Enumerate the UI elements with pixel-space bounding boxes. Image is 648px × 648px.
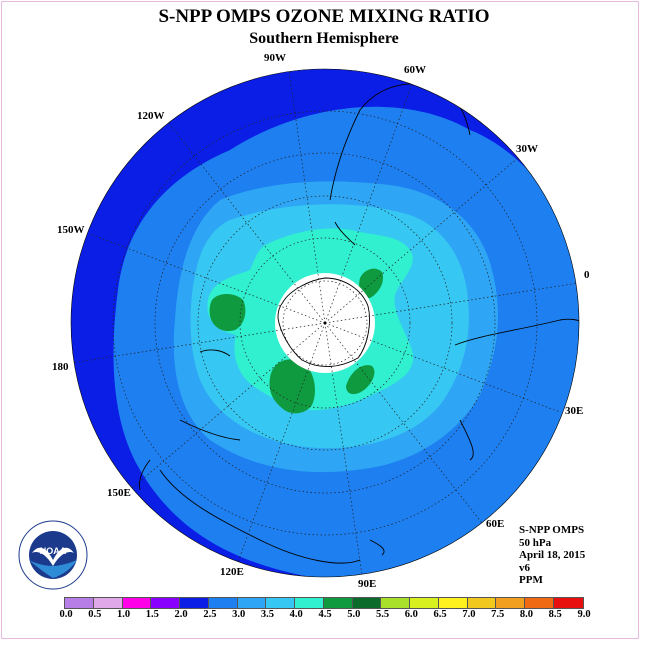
lon-label-0: 0 (584, 269, 590, 281)
colorbar-swatch (410, 598, 439, 608)
lon-label-120e: 120E (220, 566, 244, 578)
ozone-band-4-5-west (209, 294, 246, 332)
colorbar-tick-label: 4.5 (318, 609, 332, 620)
info-level: 50 hPa (519, 536, 552, 549)
ozone-band-4-5-east (346, 365, 375, 395)
colorbar-swatch (352, 598, 382, 608)
ozone-field (71, 69, 579, 577)
plot-frame (1, 1, 639, 639)
colorbar-swatch (381, 598, 411, 608)
colorbar-tick-label: 8.5 (548, 609, 562, 620)
noaa-logo-text: NOAA (40, 546, 67, 556)
colorbar-tick-label: 7.5 (491, 609, 505, 620)
lon-label-180: 180 (52, 361, 69, 373)
colorbar-tick-label: 5.0 (347, 609, 361, 620)
colorbar-swatch (65, 598, 94, 608)
colorbar-swatch (554, 598, 583, 608)
colorbar-swatch (525, 598, 555, 608)
noaa-logo: NOAA (18, 520, 88, 590)
colorbar-swatch (151, 598, 181, 608)
colorbar-swatch (93, 598, 123, 608)
colorbar-tick-label: 6.5 (433, 609, 447, 620)
colorbar-tick-label: 0.0 (59, 609, 73, 620)
colorbar-tick-label: 9.0 (577, 609, 591, 620)
colorbar-tick-label: 3.0 (232, 609, 246, 620)
lon-label-90w: 90W (264, 52, 286, 64)
product-info: S-NPP OMPS 50 hPa April 18, 2015 v6 PPM (519, 524, 585, 587)
lon-label-120w: 120W (137, 110, 165, 122)
map-title: S-NPP OMPS OZONE MIXING RATIO (158, 6, 490, 27)
info-units: PPM (519, 574, 543, 586)
lon-label-150e: 150E (107, 487, 131, 499)
info-instrument: S-NPP OMPS (519, 524, 585, 536)
colorbar-tick-label: 1.0 (116, 609, 131, 620)
colorbar-swatch (237, 598, 267, 608)
info-version: v6 (519, 561, 530, 574)
colorbar-swatch (295, 598, 324, 608)
colorbar-swatch (180, 598, 209, 608)
colorbar (64, 597, 584, 609)
lon-label-30w: 30W (516, 143, 538, 155)
colorbar-swatch (122, 598, 152, 608)
colorbar-tick-label: 2.0 (174, 609, 188, 620)
colorbar-tick-label: 0.5 (88, 609, 102, 620)
longitude-gridlines (71, 70, 579, 576)
colorbar-tick-label: 6.0 (404, 609, 418, 620)
lon-label-60e: 60E (486, 518, 505, 530)
colorbar-swatch (323, 598, 353, 608)
colorbar-swatch (438, 598, 468, 608)
colorbar-tick-label: 8.0 (519, 609, 533, 620)
latitude-gridlines (112, 110, 538, 536)
lon-label-90e: 90E (358, 578, 377, 590)
colorbar-swatch (496, 598, 526, 608)
globe-outline (70, 68, 580, 578)
colorbar-swatch (266, 598, 296, 608)
map-subtitle: Southern Hemisphere (249, 30, 399, 47)
lon-label-60w: 60W (404, 64, 426, 76)
south-pole-dot (323, 321, 327, 325)
colorbar-tick-label: 1.5 (145, 609, 159, 620)
colorbar-swatch (208, 598, 238, 608)
info-date: April 18, 2015 (519, 549, 586, 561)
colorbar-tick-label: 4.0 (289, 609, 303, 620)
colorbar-tick-label: 5.5 (375, 609, 390, 620)
colorbar-ticks: 0.0 0.5 1.0 1.5 2.0 2.5 3.0 3.5 4.0 4.5 5.0 5.5 6.0 6… (0, 609, 648, 623)
colorbar-tick-label: 2.5 (203, 609, 217, 620)
ozone-band-4-5-south (269, 359, 315, 414)
lon-label-30e: 30E (565, 405, 584, 417)
colorbar-tick-label: 7.0 (462, 609, 476, 620)
colorbar-swatch (467, 598, 497, 608)
lon-label-150w: 150W (57, 224, 85, 236)
colorbar-tick-label: 3.5 (260, 609, 274, 620)
